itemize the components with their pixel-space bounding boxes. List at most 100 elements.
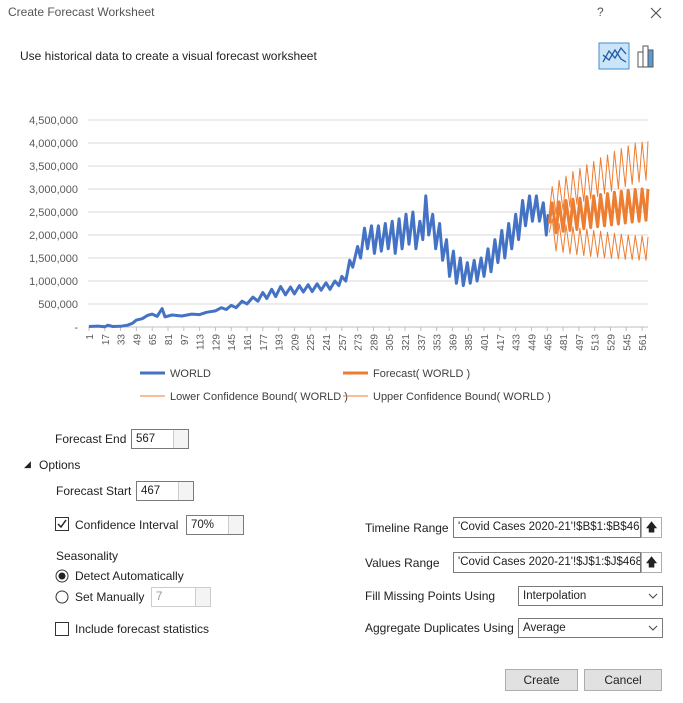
series-line xyxy=(88,194,550,329)
aggregate-select[interactable]: Average xyxy=(518,618,663,638)
x-tick-label: 273 xyxy=(354,334,365,351)
y-tick-label: 1,500,000 xyxy=(29,253,78,265)
legend-label: Lower Confidence Bound( WORLD ) xyxy=(170,391,348,403)
x-tick-label: 561 xyxy=(638,334,649,351)
x-tick-label: 481 xyxy=(559,334,570,351)
x-tick-label: 241 xyxy=(322,334,333,351)
check-mark xyxy=(57,519,67,529)
y-tick-label: 3,000,000 xyxy=(29,184,78,196)
x-tick-label: 417 xyxy=(496,334,507,351)
fill-missing-value: Interpolation xyxy=(523,590,587,602)
x-tick-label: 225 xyxy=(306,334,317,351)
x-tick-label: 1 xyxy=(85,334,96,340)
values-label: Values Range xyxy=(365,556,440,570)
aggregate-label: Aggregate Duplicates Using xyxy=(365,621,514,635)
y-tick-label: 2,000,000 xyxy=(29,230,78,242)
x-tick-label: 401 xyxy=(480,334,491,351)
values-input[interactable]: 'Covid Cases 2020-21'!$J$1:$J$468 xyxy=(453,552,641,573)
cancel-button[interactable]: Cancel xyxy=(584,669,662,691)
series-line xyxy=(548,141,649,215)
help-button[interactable]: ? xyxy=(597,5,604,19)
chart-type-icons[interactable] xyxy=(598,42,664,70)
radio-dot xyxy=(58,572,66,580)
dropdown-arrow xyxy=(648,625,658,631)
forecast-start-input[interactable]: 467 xyxy=(136,481,194,501)
y-tick-label: 3,500,000 xyxy=(29,161,78,173)
options-label[interactable]: Options xyxy=(39,458,81,472)
legend-label: Upper Confidence Bound( WORLD ) xyxy=(373,391,551,403)
forecast-end-label: Forecast End xyxy=(55,432,127,446)
series-line xyxy=(548,218,649,261)
x-tick-label: 161 xyxy=(243,334,254,351)
dropdown-arrow xyxy=(648,593,658,599)
y-tick-label: 2,500,000 xyxy=(29,207,78,219)
values-picker[interactable]: 🡅 xyxy=(641,552,662,573)
seasonality-label: Seasonality xyxy=(56,549,119,563)
manual-radio[interactable] xyxy=(55,590,69,604)
dialog-title: Create Forecast Worksheet xyxy=(8,5,155,19)
x-tick-label: 513 xyxy=(591,334,602,351)
x-tick-label: 305 xyxy=(385,334,396,351)
x-tick-label: 113 xyxy=(196,334,207,350)
fill-missing-select[interactable]: Interpolation xyxy=(518,586,663,606)
detect-label: Detect Automatically xyxy=(75,569,184,583)
legend-label: Forecast( WORLD ) xyxy=(373,368,470,380)
forecast-end-value: 567 xyxy=(136,433,156,445)
x-tick-label: 321 xyxy=(401,334,412,351)
y-tick-label: 500,000 xyxy=(38,299,78,311)
confidence-label: Confidence Interval xyxy=(75,518,179,532)
manual-label: Set Manually xyxy=(75,590,145,604)
x-tick-label: 81 xyxy=(164,334,175,346)
series-line xyxy=(547,187,650,235)
x-tick-label: 49 xyxy=(132,334,143,346)
x-tick-label: 97 xyxy=(180,334,191,346)
manual-input: 7 xyxy=(151,587,211,607)
x-tick-label: 465 xyxy=(543,334,554,351)
y-tick-label: 1,000,000 xyxy=(29,276,78,288)
confidence-checkbox[interactable] xyxy=(55,517,69,531)
x-tick-label: 449 xyxy=(527,334,538,351)
x-tick-label: 289 xyxy=(369,334,380,351)
close-button[interactable] xyxy=(650,7,662,19)
x-tick-label: 529 xyxy=(606,334,617,351)
forecast-start-value: 467 xyxy=(141,485,161,497)
chart: - 500,000 1,000,000 1,500,000 2,000,000 2,500… xyxy=(29,115,650,403)
x-tick-label: 353 xyxy=(433,334,444,351)
y-tick-label: - xyxy=(74,322,78,334)
timeline-input[interactable]: 'Covid Cases 2020-21'!$B$1:$B$468 xyxy=(453,517,641,538)
subtitle: Use historical data to create a visual f… xyxy=(20,49,317,63)
forecast-end-input[interactable]: 567 xyxy=(131,429,189,449)
aggregate-value: Average xyxy=(523,622,566,634)
x-tick-label: 129 xyxy=(211,334,222,351)
x-tick-label: 545 xyxy=(622,334,633,351)
confidence-value: 70% xyxy=(191,519,215,531)
statistics-checkbox[interactable] xyxy=(55,622,69,636)
manual-value: 7 xyxy=(156,591,163,603)
x-tick-label: 65 xyxy=(148,334,159,346)
x-tick-label: 17 xyxy=(101,334,112,346)
x-tick-label: 177 xyxy=(259,334,270,351)
y-tick-label: 4,500,000 xyxy=(29,115,78,127)
legend-label: WORLD xyxy=(170,368,211,380)
x-tick-label: 33 xyxy=(117,334,128,346)
confidence-input[interactable]: 70% xyxy=(186,515,244,535)
statistics-label: Include forecast statistics xyxy=(75,622,210,636)
x-tick-label: 433 xyxy=(512,334,523,351)
fill-missing-label: Fill Missing Points Using xyxy=(365,589,496,603)
x-tick-label: 497 xyxy=(575,334,586,351)
expander[interactable]: ◢ xyxy=(24,459,31,469)
detect-radio[interactable] xyxy=(55,569,69,583)
y-tick-label: 4,000,000 xyxy=(29,138,78,150)
x-tick-label: 385 xyxy=(464,334,475,351)
timeline-picker[interactable]: 🡅 xyxy=(641,517,662,538)
x-tick-label: 209 xyxy=(290,334,301,351)
timeline-label: Timeline Range xyxy=(365,521,449,535)
forecast-start-label: Forecast Start xyxy=(56,484,132,498)
x-tick-label: 337 xyxy=(417,334,428,351)
create-button[interactable]: Create xyxy=(505,669,578,691)
x-tick-label: 257 xyxy=(338,334,349,351)
x-tick-label: 369 xyxy=(448,334,459,351)
x-tick-label: 145 xyxy=(227,334,238,351)
x-tick-label: 193 xyxy=(275,334,286,351)
